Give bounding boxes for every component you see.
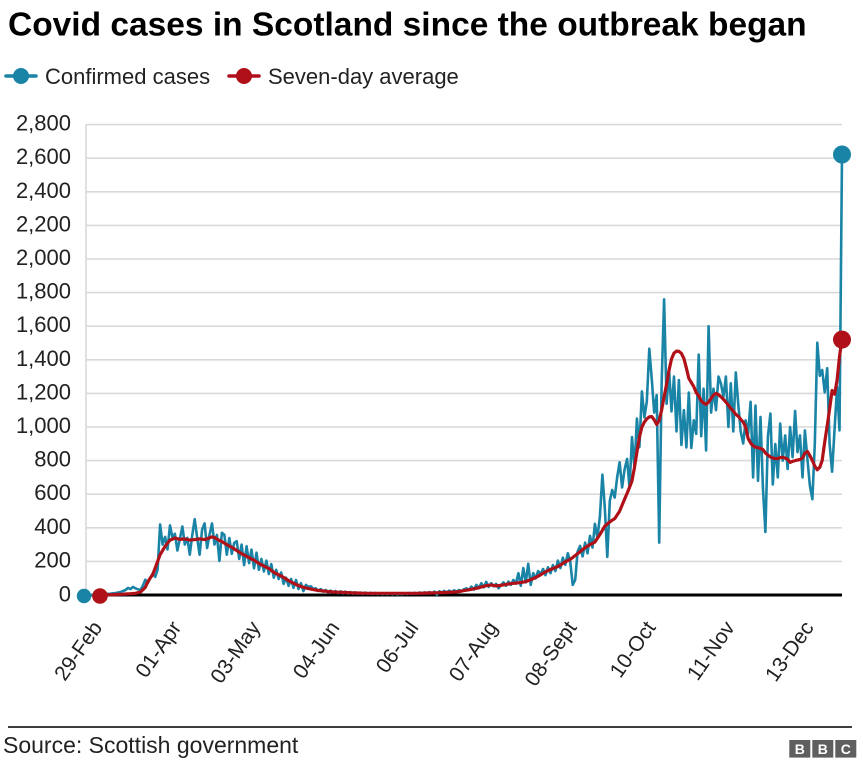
svg-text:400: 400 [34,514,71,539]
svg-text:1,600: 1,600 [16,312,71,337]
svg-text:1,200: 1,200 [16,379,71,404]
svg-text:2,400: 2,400 [16,178,71,203]
svg-text:Covid cases in Scotland since: Covid cases in Scotland since the outbre… [8,7,807,44]
svg-text:B: B [818,741,828,757]
svg-text:0: 0 [59,582,71,607]
svg-text:B: B [795,741,805,757]
svg-text:Seven-day average: Seven-day average [268,64,459,89]
svg-text:C: C [841,741,851,757]
svg-text:1,800: 1,800 [16,279,71,304]
svg-text:Source: Scottish government: Source: Scottish government [3,732,299,758]
svg-text:1,400: 1,400 [16,346,71,371]
svg-text:1,000: 1,000 [16,413,71,438]
svg-text:2,000: 2,000 [16,245,71,270]
svg-text:600: 600 [34,480,71,505]
svg-text:Confirmed cases: Confirmed cases [45,64,210,89]
svg-text:2,200: 2,200 [16,211,71,236]
svg-text:200: 200 [34,547,71,572]
svg-text:2,600: 2,600 [16,144,71,169]
svg-text:2,800: 2,800 [16,111,71,136]
svg-text:800: 800 [34,447,71,472]
